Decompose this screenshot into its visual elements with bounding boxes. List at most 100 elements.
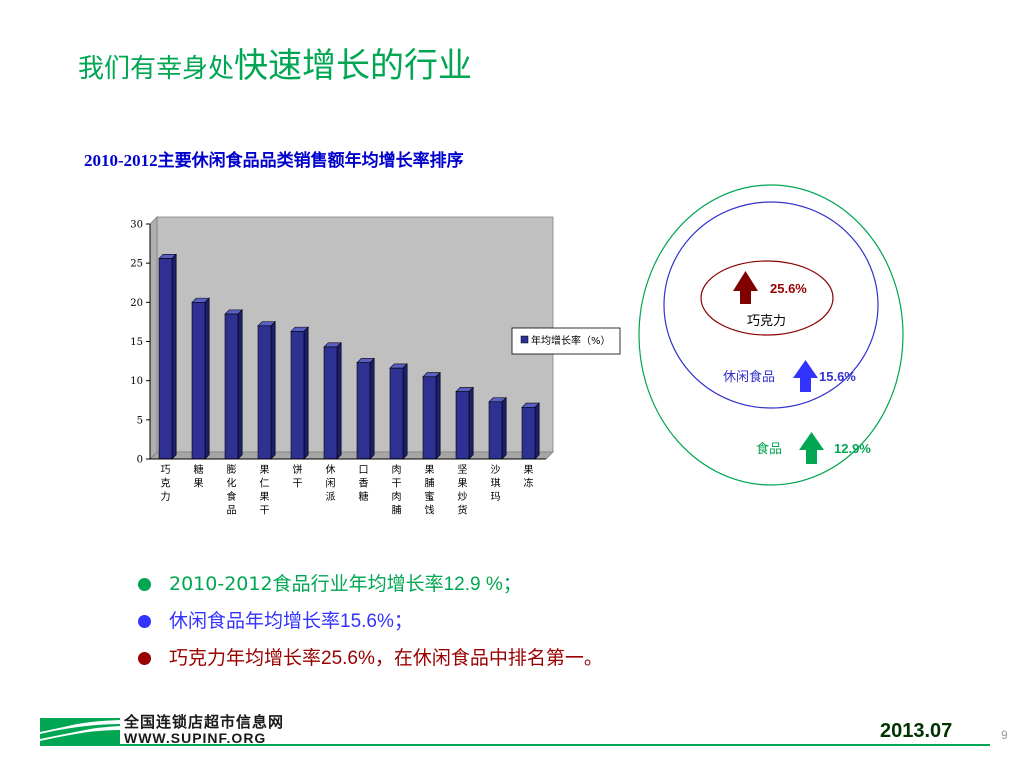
supinf-logo — [40, 718, 120, 745]
bar — [290, 326, 309, 460]
svg-text:膨: 膨 — [227, 463, 237, 476]
svg-text:休: 休 — [326, 464, 336, 476]
svg-text:口: 口 — [359, 465, 369, 476]
slide-title-prefix: 我们有幸身处 — [78, 54, 235, 84]
svg-text:香: 香 — [359, 478, 369, 490]
x-tick-label: 饼干 — [293, 463, 303, 490]
svg-text:肉: 肉 — [392, 490, 402, 503]
bar — [455, 386, 474, 460]
svg-text:巧: 巧 — [161, 465, 171, 476]
y-tick-label: 20 — [130, 298, 143, 309]
svg-text:炒: 炒 — [458, 491, 468, 503]
y-tick-label: 5 — [137, 415, 143, 426]
chocolate-up-arrow-icon — [733, 271, 758, 304]
org-url[interactable]: WWW.SUPINF.ORG — [124, 730, 267, 746]
svg-text:肉: 肉 — [392, 463, 402, 476]
bullet-suffix: ； — [393, 610, 413, 632]
bullet-suffix: ； — [502, 573, 522, 595]
svg-text:饯: 饯 — [425, 505, 435, 517]
svg-text:饼: 饼 — [293, 463, 303, 476]
chocolate-value: 25.6% — [770, 281, 807, 296]
svg-text:果: 果 — [524, 464, 534, 476]
food-ring — [638, 184, 904, 486]
chocolate-ring — [700, 260, 834, 336]
bar — [191, 297, 210, 460]
bullet-value: 25.6% — [321, 648, 375, 669]
footer-divider — [40, 744, 990, 746]
y-axis: 0 5 10 15 20 25 30 — [130, 220, 151, 466]
growth-rings-diagram: 25.6% 巧克力 休闲食品 15.6% 食品 12.9% — [638, 184, 904, 486]
plot-side-wall — [149, 216, 158, 460]
bar — [158, 253, 177, 460]
legend-label: 年均增长率（%） — [531, 334, 611, 347]
bar — [521, 402, 540, 460]
slide-date: 2013.07 — [880, 720, 953, 742]
bar — [389, 363, 408, 460]
svg-text:糖: 糖 — [194, 463, 204, 476]
bar — [224, 309, 243, 460]
bullet-dot-icon — [138, 652, 151, 665]
bar — [356, 357, 375, 460]
snack-ring — [663, 201, 879, 409]
legend-swatch — [520, 335, 529, 344]
y-tick-label: 25 — [130, 259, 143, 270]
svg-text:干: 干 — [392, 479, 402, 490]
svg-text:闲: 闲 — [326, 477, 336, 490]
org-name: 全国连锁店超市信息网 — [124, 713, 285, 731]
bullet-chocolate-growth: 巧克力年均增长率 25.6% ，在休闲食品中排名第一。 — [138, 640, 603, 677]
svg-text:果: 果 — [260, 491, 270, 503]
legend-box — [511, 327, 621, 355]
x-tick-label: 休闲派 — [326, 464, 336, 503]
y-tick-label: 15 — [130, 337, 143, 348]
plot-area — [149, 216, 554, 460]
bullet-food-growth: 2010-2012食品行业年均增长率 12.9 %； — [138, 566, 603, 603]
food-label: 食品 — [756, 441, 782, 457]
snack-value: 15.6% — [819, 369, 856, 384]
chocolate-label: 巧克力 — [747, 314, 786, 329]
svg-text:果: 果 — [458, 478, 468, 490]
svg-text:品: 品 — [227, 505, 237, 517]
bullet-value: 12.9 % — [443, 574, 503, 595]
bar — [422, 371, 441, 460]
plot-wall — [156, 216, 554, 453]
x-tick-label: 果冻 — [524, 464, 534, 490]
svg-text:玛: 玛 — [491, 491, 501, 503]
x-tick-label: 沙琪玛 — [491, 464, 501, 503]
svg-text:果: 果 — [194, 478, 204, 490]
svg-text:脯: 脯 — [425, 477, 435, 490]
bar — [323, 342, 342, 460]
svg-text:干: 干 — [260, 506, 270, 517]
svg-text:食: 食 — [227, 490, 237, 503]
svg-text:坚: 坚 — [458, 464, 468, 476]
x-tick-label: 巧克力 — [161, 465, 171, 503]
snack-up-arrow-icon — [793, 360, 818, 392]
x-tick-label: 口香糖 — [359, 465, 369, 503]
bullet-value: 15.6% — [340, 611, 394, 632]
svg-text:琪: 琪 — [491, 477, 501, 490]
svg-text:蜜: 蜜 — [425, 490, 435, 503]
x-tick-label: 糖果 — [194, 463, 204, 490]
bullet-text: 2010-2012食品行业年均增长率 — [169, 573, 444, 595]
bullet-snack-growth: 休闲食品年均增长率 15.6%； — [138, 603, 603, 640]
chart-title: 2010-2012主要休闲食品品类销售额年均增长率排序 — [84, 151, 464, 170]
bar — [488, 396, 507, 460]
food-up-arrow-icon — [799, 432, 824, 464]
bars — [158, 253, 540, 460]
snack-label: 休闲食品 — [723, 369, 775, 385]
bullet-dot-icon — [138, 578, 151, 591]
bullet-text: 休闲食品年均增长率 — [169, 610, 341, 632]
bullet-suffix: ，在休闲食品中排名第一。 — [374, 647, 603, 669]
chart-legend: 年均增长率（%） — [511, 327, 621, 355]
svg-text:派: 派 — [326, 491, 336, 503]
bar — [257, 320, 276, 460]
svg-text:糖: 糖 — [359, 490, 369, 503]
y-tick-label: 30 — [130, 220, 143, 231]
y-tick-label: 0 — [137, 455, 143, 466]
